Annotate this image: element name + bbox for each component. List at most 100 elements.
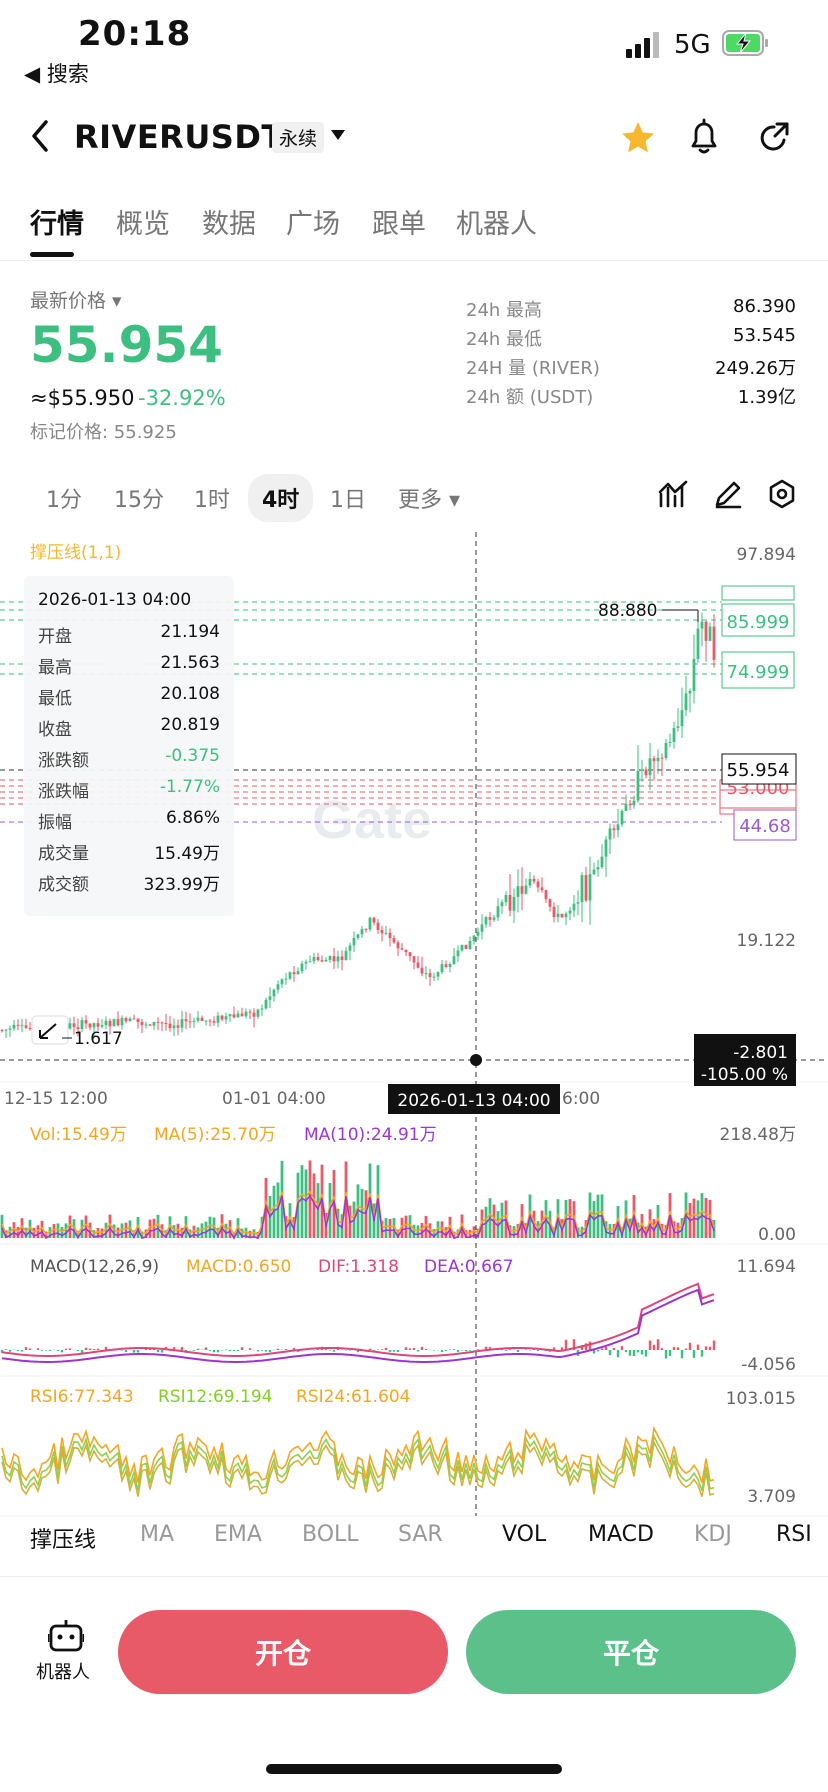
network-type: 5G xyxy=(674,30,711,60)
candle-body-92 xyxy=(368,917,372,930)
volume-bar-79 xyxy=(316,1183,320,1238)
price-axis-top: 97.894 xyxy=(737,545,796,565)
macd-bar-95 xyxy=(380,1349,384,1350)
candle-body-28 xyxy=(112,1019,116,1027)
macd-bar-147 xyxy=(588,1341,592,1350)
tooltip-label-volume: 成交量 xyxy=(38,844,89,864)
tab-overview[interactable]: 概览 xyxy=(116,209,170,240)
volume-bar-153 xyxy=(612,1224,616,1238)
macd-bar-122 xyxy=(488,1347,492,1350)
level-4468[interactable]: 44.68 xyxy=(733,809,797,841)
indicator-tab-rsi[interactable]: RSI xyxy=(776,1522,812,1547)
candle-body-144 xyxy=(576,902,580,904)
indicator-tab-macd[interactable]: MACD xyxy=(588,1522,654,1547)
volume-bar-105 xyxy=(420,1222,424,1238)
tab-square[interactable]: 广场 xyxy=(286,209,340,240)
candle-body-90 xyxy=(360,929,364,935)
volume-bar-32 xyxy=(128,1220,132,1238)
bell-icon[interactable] xyxy=(686,118,722,156)
indicator-tab-kdj[interactable]: KDJ xyxy=(694,1522,732,1547)
timeframe-1d[interactable]: 1日 xyxy=(330,488,366,513)
candle-body-41 xyxy=(164,1022,168,1024)
close-position-button[interactable]: 平仓 xyxy=(466,1610,796,1694)
volume-bar-169 xyxy=(676,1222,680,1238)
indicator-tab-sar[interactable]: SAR xyxy=(398,1522,443,1547)
macd-bar-121 xyxy=(484,1346,488,1350)
timeframe-4h[interactable]: 4时 xyxy=(248,474,314,522)
stat-label-turnover: 24h 额 (USDT) xyxy=(466,387,594,408)
draw-pen-icon[interactable] xyxy=(712,478,744,510)
indicator-icon[interactable] xyxy=(658,478,690,510)
tooltip-label-low: 最低 xyxy=(38,689,72,709)
volume-bar-31 xyxy=(124,1222,128,1238)
tooltip-value-turnover: 323.99万 xyxy=(143,875,220,895)
candle-body-162 xyxy=(648,758,652,776)
macd-bar-67 xyxy=(268,1350,272,1353)
level-85999[interactable]: 85.999 xyxy=(721,585,795,637)
pair-title[interactable]: RIVERUSDT xyxy=(74,118,284,156)
tab-copy-trade[interactable]: 跟单 xyxy=(372,209,426,240)
price-axis-mid: 19.122 xyxy=(737,931,796,951)
vol-ma5-label: MA(5):25.70万 xyxy=(154,1125,276,1145)
robot-label[interactable]: 机器人 xyxy=(36,1662,90,1683)
back-to-search-link[interactable]: ◀ 搜索 xyxy=(24,62,89,86)
indicator-tab-boll[interactable]: BOLL xyxy=(302,1522,359,1547)
robot-icon[interactable] xyxy=(48,1618,84,1652)
candle-body-79 xyxy=(316,956,320,961)
kline-chart[interactable]: Gate 撑压线(1,1) 97.894 19.122 88.880 1.617… xyxy=(0,530,828,1520)
volume-bar-129 xyxy=(516,1224,520,1238)
candle-body-104 xyxy=(416,962,420,968)
price-change: -32.92% xyxy=(138,386,226,410)
timeframe-1h[interactable]: 1时 xyxy=(194,488,230,513)
macd-bar-31 xyxy=(124,1350,128,1353)
star-icon[interactable] xyxy=(620,120,656,156)
open-position-button[interactable]: 开仓 xyxy=(118,1610,448,1694)
volume-bar-110 xyxy=(440,1221,444,1238)
macd-bar-33 xyxy=(132,1350,136,1353)
volume-bar-30 xyxy=(120,1223,124,1238)
candle-body-152 xyxy=(608,828,612,840)
candle-body-4 xyxy=(16,1024,20,1026)
home-indicator[interactable] xyxy=(266,1764,562,1774)
rsi24-label: RSI24:61.604 xyxy=(296,1387,410,1407)
candle-body-7 xyxy=(28,1027,32,1029)
volume-bar-77 xyxy=(308,1160,312,1238)
caret-down-icon[interactable] xyxy=(331,130,345,140)
level-74999[interactable]: 74.999 xyxy=(721,651,795,689)
tab-bot[interactable]: 机器人 xyxy=(456,209,537,240)
back-chevron-icon[interactable] xyxy=(28,118,52,154)
macd-bar-160 xyxy=(640,1350,644,1355)
candle-body-106 xyxy=(424,973,428,975)
candle-body-18 xyxy=(72,1023,76,1028)
macd-bar-152 xyxy=(608,1350,612,1356)
candle-body-103 xyxy=(412,956,416,963)
chart-settings-icon[interactable] xyxy=(766,478,798,510)
candle-body-171 xyxy=(684,693,688,711)
indicator-tab-vol[interactable]: VOL xyxy=(502,1522,547,1547)
volume-bar-111 xyxy=(444,1227,448,1238)
share-icon[interactable] xyxy=(756,120,792,156)
candle-body-150 xyxy=(600,856,604,868)
candle-body-31 xyxy=(124,1018,128,1022)
macd-bar-166 xyxy=(664,1350,668,1359)
volume-bar-20 xyxy=(80,1219,84,1238)
candle-body-143 xyxy=(572,903,576,911)
last-price-label[interactable]: 最新价格 ▾ xyxy=(30,290,122,312)
indicator-tab-ma[interactable]: MA xyxy=(140,1522,175,1547)
volume-bar-9 xyxy=(36,1225,40,1238)
macd-bar-138 xyxy=(552,1347,556,1350)
volume-bar-5 xyxy=(20,1218,24,1238)
tab-data[interactable]: 数据 xyxy=(202,209,256,240)
timeframe-15m[interactable]: 15分 xyxy=(114,488,164,513)
timeframe-more[interactable]: 更多 ▾ xyxy=(398,488,461,513)
candle-body-78 xyxy=(312,956,316,962)
macd-bar-53 xyxy=(212,1350,216,1353)
indicator-tab-ema[interactable]: EMA xyxy=(214,1522,262,1547)
volume-bar-116 xyxy=(464,1230,468,1238)
indicator-tab-support-resistance[interactable]: 撑压线 xyxy=(30,1528,97,1553)
tab-market[interactable]: 行情 xyxy=(30,209,84,240)
candle-body-102 xyxy=(408,952,412,957)
contract-type-badge[interactable]: 永续 xyxy=(272,122,325,153)
volume-bar-49 xyxy=(196,1227,200,1238)
timeframe-1m[interactable]: 1分 xyxy=(46,488,82,513)
